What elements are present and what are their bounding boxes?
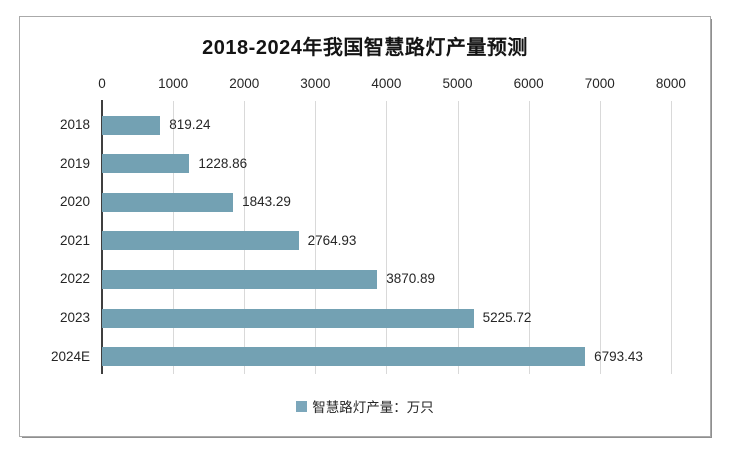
bar-value-label: 1843.29 — [242, 194, 291, 210]
category-label: 2022 — [59, 271, 90, 287]
bar-value-label: 6793.43 — [594, 348, 643, 364]
x-axis-tick-label: 8000 — [655, 76, 686, 91]
bar-value-label: 819.24 — [169, 117, 211, 133]
legend-marker-icon — [296, 400, 308, 412]
bar-value-label: 1228.86 — [198, 155, 248, 171]
bar — [102, 269, 378, 289]
x-axis-tick-label: 4000 — [371, 76, 402, 91]
gridline — [315, 101, 317, 374]
gridline — [670, 101, 672, 374]
chart-title: 2018-2024年我国智慧路灯产量预测 — [202, 37, 528, 59]
x-axis-tick-label: 3000 — [300, 76, 331, 91]
x-axis-tick-label: 5000 — [442, 76, 473, 91]
category-label: 2019 — [59, 155, 90, 171]
gridline — [528, 101, 530, 374]
category-label: 2018 — [59, 117, 90, 133]
gridline — [599, 101, 601, 374]
x-axis-tick-label: 1000 — [158, 76, 189, 91]
bar — [102, 231, 299, 251]
gridline — [386, 101, 388, 374]
bar-value-label: 5225.72 — [482, 310, 532, 326]
x-axis-tick-label: 0 — [98, 76, 106, 91]
x-axis-tick-label: 7000 — [584, 76, 615, 91]
category-label: 2024E — [50, 348, 90, 364]
bar-value-label: 3870.89 — [386, 271, 436, 287]
category-label: 2020 — [59, 194, 90, 210]
bar — [102, 192, 234, 212]
bar — [102, 308, 474, 328]
category-label: 2023 — [59, 310, 90, 326]
legend-label: 智慧路灯产量：万只 — [312, 400, 434, 415]
bar-value-label: 2764.93 — [307, 232, 357, 248]
chart-frame: 2018-2024年我国智慧路灯产量预测 0 1000 2000 3000 4000 50… — [19, 16, 711, 437]
x-axis-tick-label: 6000 — [513, 76, 544, 91]
bar — [102, 347, 586, 367]
x-axis-tick-label: 2000 — [229, 76, 260, 91]
category-label: 2021 — [59, 232, 90, 248]
bar — [102, 115, 161, 135]
bar — [102, 154, 190, 174]
legend: 智慧路灯产量：万只 — [20, 396, 710, 416]
gridline — [457, 101, 459, 374]
